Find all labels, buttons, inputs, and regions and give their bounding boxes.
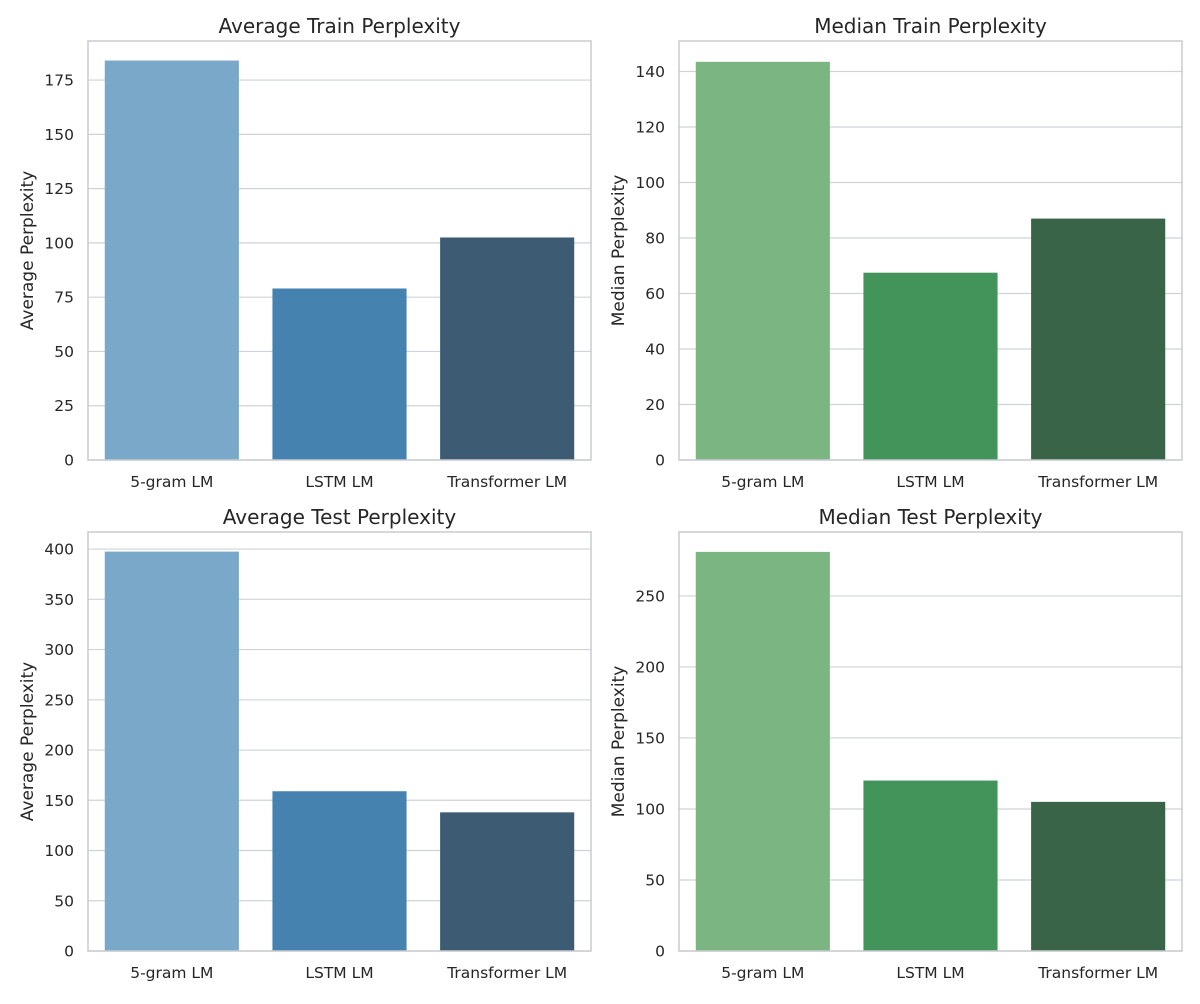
y-tick-label: 250 <box>44 691 74 709</box>
y-tick-label: 200 <box>44 742 74 760</box>
bar-5-gram-lm <box>695 551 830 951</box>
y-tick-label: 400 <box>44 541 74 559</box>
y-axis-label: Average Perplexity <box>18 662 38 822</box>
x-tick-label: 5-gram LM <box>130 964 213 982</box>
y-tick-label: 50 <box>54 892 74 910</box>
bar-lstm-lm <box>272 288 407 460</box>
chart-panel-1: 0 25 50 75 100 125 150 175 5-gram LM LSTM LM Trans… <box>18 14 592 491</box>
x-tick-label: LSTM LM <box>305 964 373 982</box>
axes-frame <box>87 531 592 952</box>
y-tick-label: 40 <box>645 341 665 359</box>
chart-title: Average Test Perplexity <box>223 505 457 529</box>
bar-lstm-lm <box>863 780 998 951</box>
chart-title: Median Train Perplexity <box>814 14 1047 38</box>
y-tick-label: 250 <box>635 587 665 605</box>
chart-title: Average Train Perplexity <box>219 14 461 38</box>
y-tick-label: 150 <box>635 729 665 747</box>
y-tick-label: 100 <box>44 234 74 252</box>
x-tick-label: 5-gram LM <box>721 473 804 491</box>
x-tick-label: LSTM LM <box>305 473 373 491</box>
y-tick-label: 200 <box>635 658 665 676</box>
y-tick-label: 60 <box>645 285 665 303</box>
x-tick-label: Transformer LM <box>1037 473 1158 491</box>
y-tick-label: 50 <box>645 871 665 889</box>
y-tick-label: 0 <box>655 943 665 961</box>
y-tick-label: 150 <box>44 126 74 144</box>
bar-5-gram-lm <box>695 61 830 461</box>
bar-5-gram-lm <box>104 551 239 951</box>
y-tick-label: 20 <box>645 396 665 414</box>
y-tick-label: 25 <box>54 397 74 415</box>
y-tick-label: 125 <box>44 180 74 198</box>
y-tick-label: 175 <box>44 72 74 90</box>
x-tick-label: 5-gram LM <box>721 964 804 982</box>
y-tick-label: 0 <box>64 943 74 961</box>
axes-frame <box>87 40 592 461</box>
bar-5-gram-lm <box>104 60 239 461</box>
x-tick-label: LSTM LM <box>896 964 964 982</box>
y-tick-label: 140 <box>635 63 665 81</box>
y-axis-label: Average Perplexity <box>18 171 38 331</box>
y-tick-label: 120 <box>635 119 665 137</box>
chart-title: Median Test Perplexity <box>819 505 1043 529</box>
chart-panel-4: 0 50 100 150 200 250 5-gram LM LSTM LM Transform… <box>609 505 1183 982</box>
bar-transformer-lm <box>440 237 575 460</box>
y-tick-label: 350 <box>44 591 74 609</box>
y-tick-label: 0 <box>655 452 665 470</box>
axes-frame <box>678 40 1183 461</box>
y-tick-label: 150 <box>44 792 74 810</box>
y-tick-label: 50 <box>54 343 74 361</box>
x-tick-label: Transformer LM <box>1037 964 1158 982</box>
y-tick-label: 100 <box>635 800 665 818</box>
bar-transformer-lm <box>440 812 575 951</box>
bar-transformer-lm <box>1031 801 1166 951</box>
axes-frame <box>678 531 1183 952</box>
y-tick-label: 100 <box>44 842 74 860</box>
y-axis-label: Median Perplexity <box>609 175 629 327</box>
y-axis-label: Median Perplexity <box>609 666 629 818</box>
x-tick-label: 5-gram LM <box>130 473 213 491</box>
x-tick-label: Transformer LM <box>446 473 567 491</box>
bar-lstm-lm <box>863 272 998 460</box>
chart-panel-2: 0 20 40 60 80 100 120 140 5-gram LM LSTM LM Transf… <box>609 14 1183 491</box>
bar-transformer-lm <box>1031 218 1166 460</box>
y-tick-label: 0 <box>64 452 74 470</box>
y-tick-label: 300 <box>44 641 74 659</box>
y-tick-label: 80 <box>645 230 665 248</box>
x-tick-label: Transformer LM <box>446 964 567 982</box>
chart-panel-3: 0 50 100 150 200 250 300 350 400 5-gram LM LSTM LM… <box>18 505 592 982</box>
y-tick-label: 100 <box>635 174 665 192</box>
bar-lstm-lm <box>272 791 407 951</box>
x-tick-label: LSTM LM <box>896 473 964 491</box>
y-tick-label: 75 <box>54 289 74 307</box>
